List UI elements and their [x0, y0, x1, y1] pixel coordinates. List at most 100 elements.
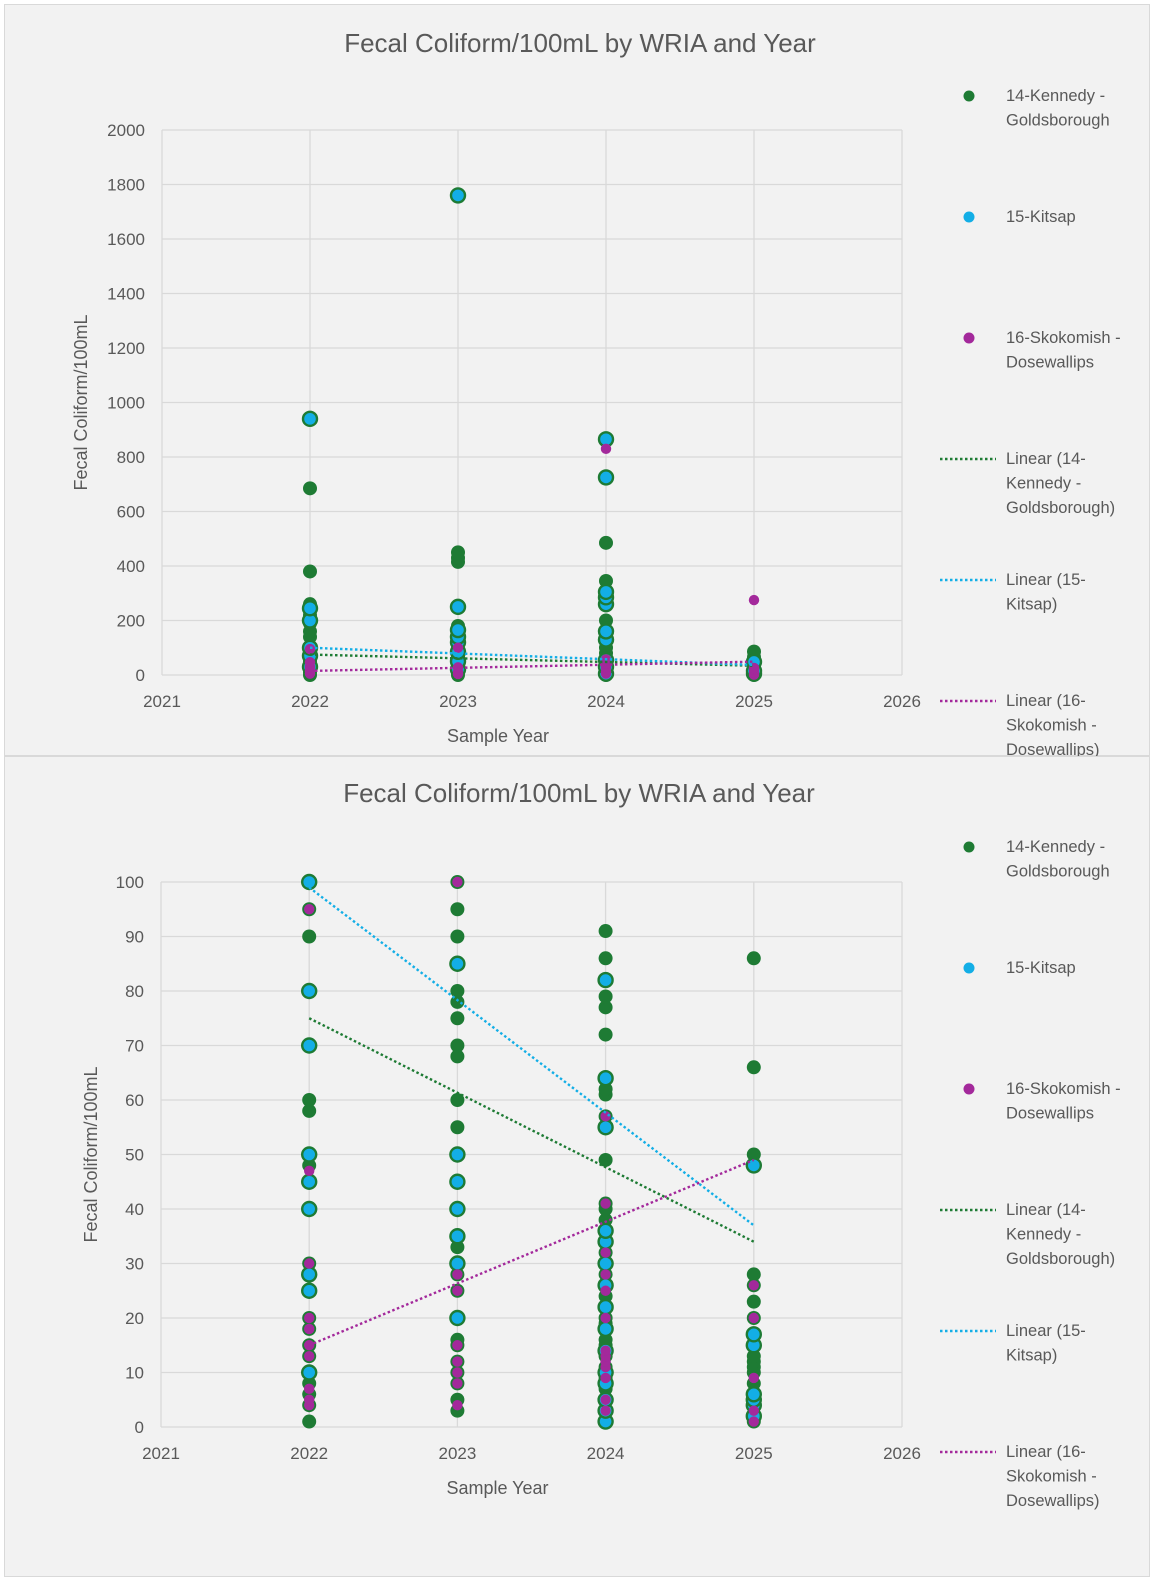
data-point [449, 1173, 466, 1190]
data-point [301, 1266, 318, 1283]
data-point [452, 1356, 463, 1367]
data-point [597, 1222, 614, 1239]
data-point [304, 1394, 315, 1405]
data-point [745, 1326, 762, 1343]
legend-label: 15-Kitsap [1006, 959, 1076, 977]
data-point [600, 443, 612, 455]
legend-label: Kennedy - [1006, 475, 1081, 493]
data-point [304, 1350, 315, 1362]
data-point [597, 469, 615, 486]
trendline [308, 886, 755, 1227]
data-point [600, 1247, 611, 1258]
data-point [304, 1323, 315, 1335]
x-tick-label: 2023 [439, 692, 477, 711]
y-tick-label: 2000 [107, 121, 145, 140]
y-tick-label: 1800 [107, 176, 145, 195]
legend-label: Skokomish - [1006, 717, 1097, 735]
data-point [304, 1312, 315, 1324]
data-point [451, 545, 465, 560]
chart-panel-zoomed-values: Fecal Coliform/100mL by WRIA and Year 0 10… [4, 756, 1150, 1577]
data-point [304, 656, 316, 668]
x-tick-label: 2026 [883, 1444, 921, 1463]
data-point [452, 1378, 463, 1389]
data-point [301, 1173, 318, 1190]
data-point [302, 929, 317, 944]
scatter-chart-svg: Fecal Coliform/100mL by WRIA and Year 0 10… [81, 778, 1121, 1510]
data-point [449, 1228, 466, 1245]
data-point [600, 1285, 611, 1296]
data-point [746, 1060, 761, 1075]
data-point [449, 1200, 466, 1218]
data-point [745, 1157, 762, 1174]
x-axis-title: Sample Year [446, 1478, 548, 1498]
x-tick-label: 2022 [291, 692, 329, 711]
scatter-chart-svg: Fecal Coliform/100mL by WRIA and Year 0 20… [71, 28, 1121, 757]
legend-label: Linear (15- [1006, 1322, 1086, 1340]
chart-title: Fecal Coliform/100mL by WRIA and Year [343, 778, 815, 808]
y-tick-label: 1600 [107, 230, 145, 249]
series-2-points [301, 873, 762, 1430]
x-axis-title: Sample Year [447, 726, 549, 746]
data-point [304, 643, 316, 655]
data-point [301, 410, 319, 428]
data-point [597, 971, 614, 989]
legend-marker [963, 211, 975, 223]
data-point [301, 982, 318, 1000]
data-point [450, 1011, 465, 1026]
legend-label: Kitsap) [1006, 1347, 1057, 1365]
data-point [449, 1146, 466, 1163]
data-point [745, 1386, 762, 1403]
data-point [450, 984, 465, 998]
data-point [748, 1312, 759, 1324]
x-tick-label: 2026 [883, 692, 921, 711]
data-point [301, 1037, 318, 1054]
y-tick-label: 30 [125, 1255, 144, 1274]
data-point [598, 924, 613, 939]
chart-title: Fecal Coliform/100mL by WRIA and Year [344, 28, 816, 58]
data-point [302, 1093, 317, 1107]
y-tick-label: 20 [125, 1309, 144, 1328]
data-point [746, 1267, 761, 1282]
legend-label: Kennedy - [1006, 1226, 1081, 1244]
data-point [304, 904, 315, 915]
y-tick-label: 90 [125, 928, 144, 947]
y-tick-label: 200 [117, 612, 145, 631]
legend-label: Goldsborough [1006, 863, 1110, 881]
data-point [600, 1394, 611, 1405]
data-point [600, 1372, 611, 1384]
y-tick-label: 600 [117, 503, 145, 522]
data-point [598, 989, 613, 1004]
data-point [301, 873, 318, 891]
trendline [309, 660, 755, 673]
data-point [452, 876, 463, 888]
legend-label: Goldsborough) [1006, 499, 1115, 517]
data-point [452, 1367, 463, 1378]
data-point [746, 951, 761, 966]
y-axis-title: Fecal Coliform/100mL [81, 1066, 101, 1242]
legend-label: 16-Skokomish - [1006, 329, 1121, 347]
data-point [597, 1298, 614, 1316]
y-tick-label: 80 [125, 982, 144, 1001]
chart-panel-all-values: Fecal Coliform/100mL by WRIA and Year 0 20… [4, 4, 1150, 757]
data-point [600, 1269, 611, 1280]
x-tick-label: 2021 [143, 692, 181, 711]
trendline [308, 1158, 755, 1347]
data-point [304, 1383, 315, 1395]
data-point [598, 1000, 613, 1015]
data-point [600, 1312, 611, 1324]
data-point [597, 623, 615, 640]
x-tick-label: 2022 [290, 1444, 328, 1463]
data-point [449, 621, 467, 639]
data-point [450, 1093, 465, 1107]
data-point [303, 564, 317, 579]
data-point [302, 1103, 317, 1118]
y-tick-label: 400 [117, 557, 145, 576]
y-tick-label: 50 [125, 1146, 144, 1165]
legend-marker [963, 332, 975, 344]
legend-label: Linear (15- [1006, 571, 1086, 589]
data-point [598, 951, 613, 966]
legend-label: Skokomish - [1006, 1468, 1097, 1486]
legend-marker [963, 841, 975, 853]
data-point [600, 1405, 611, 1416]
data-point [452, 1269, 463, 1280]
